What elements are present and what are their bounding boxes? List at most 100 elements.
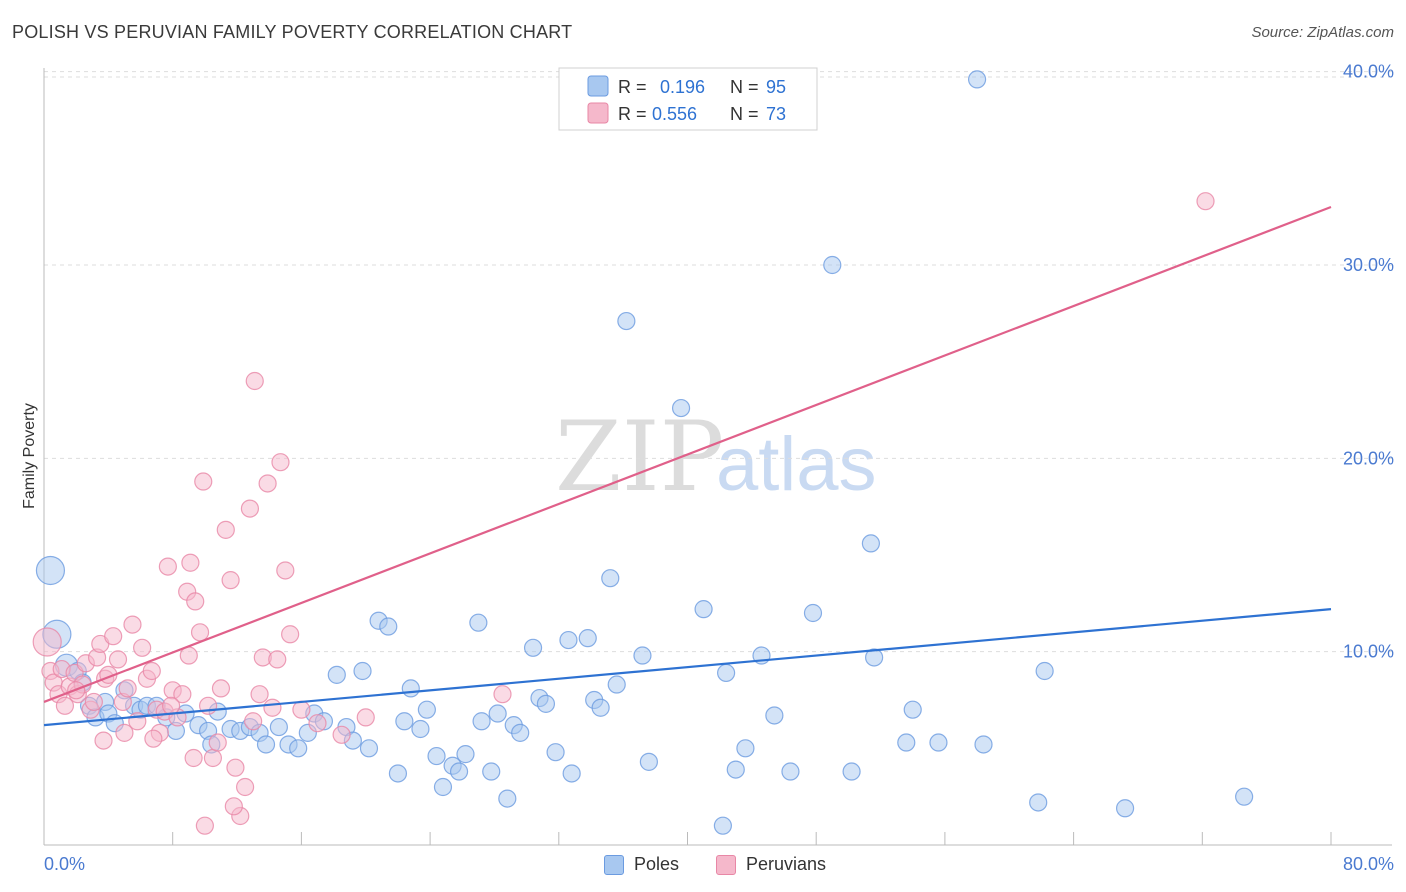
poles-point: [411, 719, 430, 739]
poles-point: [842, 762, 861, 781]
trend-lines: [43, 205, 1332, 727]
poles-point: [469, 613, 488, 632]
poles-point: [607, 675, 626, 694]
peruvians-point: [226, 758, 245, 777]
peruvians-point: [161, 696, 181, 715]
legend-r-label-poles: R =: [618, 77, 647, 97]
poles-point: [897, 733, 916, 752]
peruvians-point: [94, 731, 113, 750]
legend: R = 0.196 N = 95 R = 0.556 N = 73: [558, 67, 818, 131]
poles-point: [523, 638, 543, 657]
poles-point: [511, 723, 530, 742]
bottom-legend-poles: Poles: [604, 854, 679, 875]
y-tick-label: 20.0%: [1343, 448, 1394, 468]
peruvians-point: [224, 797, 243, 816]
legend-swatch-peruvians: [587, 102, 609, 124]
poles-point: [401, 679, 420, 698]
poles-point: [359, 739, 379, 758]
peruvians-trend-line: [43, 205, 1332, 703]
poles-point: [903, 700, 922, 719]
peruvians-point: [133, 638, 152, 657]
poles-point: [726, 760, 745, 779]
poles-point: [671, 398, 691, 418]
legend-n-label-poles: N =: [730, 77, 759, 97]
peruvians-point: [123, 615, 142, 634]
poles-point: [379, 617, 398, 636]
poles-point: [35, 555, 66, 586]
poles-point: [974, 735, 993, 754]
poles-point: [1235, 787, 1254, 806]
poles-trend-line: [43, 608, 1332, 727]
peruvians-point: [194, 472, 213, 491]
peruvians-point: [276, 561, 295, 580]
peruvians-point: [250, 685, 269, 704]
poles-point: [1029, 793, 1048, 812]
legend-r-value-poles: 0.196: [660, 77, 705, 97]
legend-n-label-peruvians: N =: [730, 104, 759, 124]
poles-point: [498, 789, 517, 808]
poles-point: [601, 569, 620, 588]
peruvians-point: [142, 661, 161, 681]
peruvians-point: [144, 729, 163, 748]
peruvians-point: [493, 685, 512, 704]
poles-point: [929, 733, 948, 752]
poles-point: [694, 600, 713, 619]
poles-point: [713, 816, 732, 835]
poles-point: [353, 661, 372, 681]
peruvians-point: [356, 708, 375, 727]
legend-n-value-poles: 95: [766, 77, 786, 97]
poles-point: [861, 534, 880, 553]
poles-point: [289, 739, 308, 758]
peruvians-point: [203, 748, 223, 768]
poles-point: [488, 704, 507, 723]
poles-point: [562, 764, 581, 783]
peruvians-point: [181, 553, 200, 572]
peruvians-point: [263, 698, 282, 717]
peruvians-point: [208, 733, 227, 752]
x-tick-label-min: 0.0%: [44, 854, 85, 874]
peruvians-point: [184, 748, 203, 768]
poles-point: [617, 311, 636, 331]
x-tick-label-max: 80.0%: [1343, 854, 1394, 874]
poles-point: [1035, 661, 1054, 681]
poles-point: [472, 712, 491, 731]
poles-point: [865, 648, 884, 667]
poles-point: [781, 762, 800, 781]
poles-point: [449, 762, 469, 781]
peruvians-point: [186, 592, 205, 611]
peruvians-point: [221, 571, 240, 590]
axes: [43, 68, 1392, 846]
peruvians-point: [108, 650, 128, 669]
grid-lines: [44, 71, 1392, 653]
bottom-legend-swatch-peruvians: [716, 854, 736, 875]
poles-point: [395, 712, 414, 731]
tick-labels: 10.0% 20.0% 30.0% 40.0% 0.0% 80.0%: [44, 62, 1394, 874]
y-tick-label: 40.0%: [1343, 62, 1394, 82]
poles-point: [736, 739, 755, 758]
poles-point: [1115, 799, 1135, 818]
watermark: ZIP atlas: [555, 401, 877, 513]
poles-point: [327, 665, 346, 684]
peruvians-point: [190, 623, 210, 642]
poles-point: [417, 700, 436, 719]
poles-point: [823, 255, 842, 275]
peruvians-point: [281, 625, 300, 644]
legend-n-value-peruvians: 73: [766, 104, 786, 124]
data-points: [32, 70, 1254, 835]
peruvians-point: [118, 679, 137, 698]
bottom-legend: Poles Peruvians: [0, 850, 1406, 880]
poles-point: [559, 630, 578, 650]
legend-r-value-peruvians: 0.556: [652, 104, 697, 124]
poles-point: [427, 746, 446, 766]
y-tick-label: 30.0%: [1343, 255, 1394, 275]
watermark-atlas: atlas: [716, 422, 877, 507]
peruvians-point: [332, 725, 351, 744]
poles-point: [433, 777, 453, 797]
poles-point: [591, 698, 610, 717]
bottom-legend-swatch-poles: [604, 854, 624, 875]
poles-point: [269, 717, 288, 737]
poles-point: [256, 735, 276, 754]
peruvians-point: [244, 712, 263, 731]
peruvians-point: [104, 627, 123, 646]
peruvians-point: [84, 692, 103, 712]
